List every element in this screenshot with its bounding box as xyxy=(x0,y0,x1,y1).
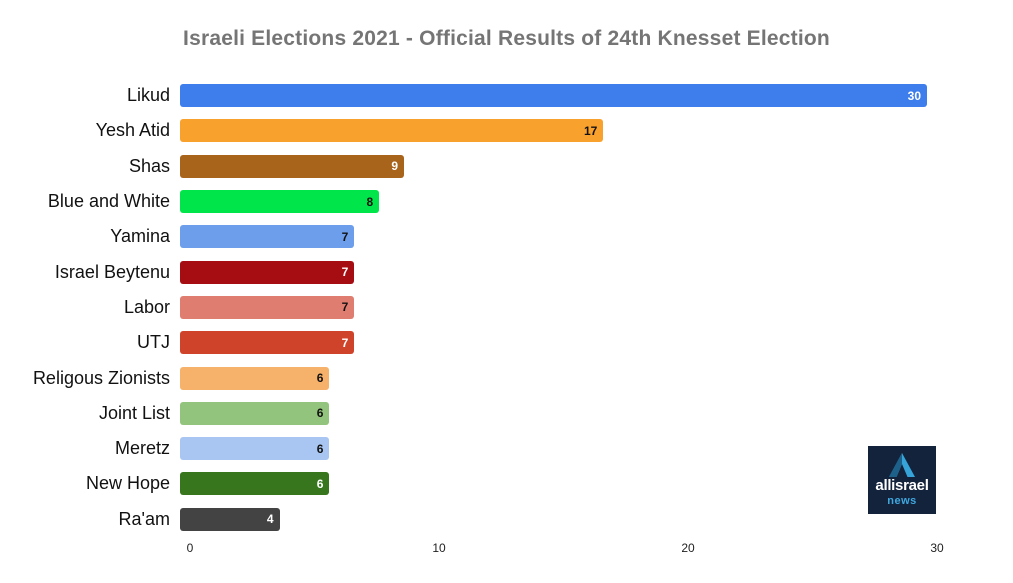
category-label: Yamina xyxy=(110,226,170,247)
value-label: 9 xyxy=(391,159,399,174)
bar-row: Joint List 6 xyxy=(0,396,1013,431)
bar-row: Meretz 6 xyxy=(0,431,1013,466)
bar-row: Yamina 7 xyxy=(0,219,1013,254)
logo-text-news: news xyxy=(887,494,917,507)
x-axis-tick-label: 20 xyxy=(681,541,695,555)
bar-row: Labor 7 xyxy=(0,290,1013,325)
bar: 8 xyxy=(180,190,380,214)
bar-row: Israel Beytenu 7 xyxy=(0,254,1013,289)
bar-track: 7 xyxy=(180,295,927,319)
category-label: Labor xyxy=(123,296,170,317)
bar-row: Yesh Atid 17 xyxy=(0,113,1013,148)
category-label: Ra'am xyxy=(118,508,170,529)
value-label: 8 xyxy=(366,194,374,209)
bar: 7 xyxy=(180,225,355,249)
bar: 9 xyxy=(180,154,405,178)
bar-row: New Hope 6 xyxy=(0,466,1013,501)
bar: 7 xyxy=(180,295,355,319)
bar-track: 4 xyxy=(180,507,927,531)
x-axis-tick-label: 0 xyxy=(186,541,194,555)
bar-track: 7 xyxy=(180,225,927,249)
bar-track: 8 xyxy=(180,190,927,214)
bar: 30 xyxy=(180,84,927,108)
value-label: 17 xyxy=(583,123,598,138)
bar-row: Ra'am 4 xyxy=(0,502,1013,537)
value-label: 7 xyxy=(341,265,349,280)
bar: 17 xyxy=(180,119,604,143)
category-label: Yesh Atid xyxy=(95,120,170,141)
category-label: Likud xyxy=(126,85,170,106)
bar-track: 7 xyxy=(180,260,927,284)
category-label: Meretz xyxy=(114,438,170,459)
x-axis-tick-label: 10 xyxy=(432,541,446,555)
value-label: 7 xyxy=(341,229,349,244)
bar-track: 6 xyxy=(180,366,927,390)
bar-track: 17 xyxy=(180,119,927,143)
mountain-a-left xyxy=(889,453,902,477)
bar-rows: Likud 30 Yesh Atid 17 Shas 9 Blue and White 8 Ya… xyxy=(0,78,1013,537)
bar-row: Blue and White 8 xyxy=(0,184,1013,219)
category-label: Joint List xyxy=(98,402,170,423)
allisrael-news-logo: allisrael news xyxy=(868,446,936,514)
value-label: 30 xyxy=(907,88,921,103)
bar-row: Likud 30 xyxy=(0,78,1013,113)
bar: 7 xyxy=(180,260,355,284)
bar: 6 xyxy=(180,401,330,425)
category-label: Israel Beytenu xyxy=(54,261,170,282)
value-label: 7 xyxy=(341,300,349,315)
value-label: 4 xyxy=(266,512,274,527)
chart-title: Israeli Elections 2021 - Official Result… xyxy=(183,27,830,50)
bar: 7 xyxy=(180,331,355,355)
category-label: New Hope xyxy=(85,473,170,494)
bar: 4 xyxy=(180,507,280,531)
value-label: 6 xyxy=(316,441,324,456)
value-label: 6 xyxy=(316,371,324,386)
bar-row: UTJ 7 xyxy=(0,325,1013,360)
bar-row: Shas 9 xyxy=(0,149,1013,184)
category-label: Shas xyxy=(128,155,170,176)
bar: 6 xyxy=(180,366,330,390)
value-label: 6 xyxy=(316,476,324,491)
category-label: UTJ xyxy=(137,332,170,353)
bar-track: 30 xyxy=(180,84,927,108)
category-label: Religous Zionists xyxy=(32,367,170,388)
bar-track: 7 xyxy=(180,331,927,355)
bar-track: 6 xyxy=(180,437,927,461)
category-label: Blue and White xyxy=(47,191,170,212)
x-axis: 0 10 20 30 xyxy=(186,541,944,557)
x-axis-tick-label: 30 xyxy=(930,541,944,555)
bar: 6 xyxy=(180,472,330,496)
value-label: 7 xyxy=(341,335,349,350)
bar-track: 9 xyxy=(180,154,927,178)
value-label: 6 xyxy=(316,406,324,421)
bar-row: Religous Zionists 6 xyxy=(0,360,1013,395)
bar: 6 xyxy=(180,437,330,461)
bar-track: 6 xyxy=(180,401,927,425)
bar-track: 6 xyxy=(180,472,927,496)
logo-text-allisrael: allisrael xyxy=(875,477,929,494)
mountain-a-icon xyxy=(889,453,915,477)
